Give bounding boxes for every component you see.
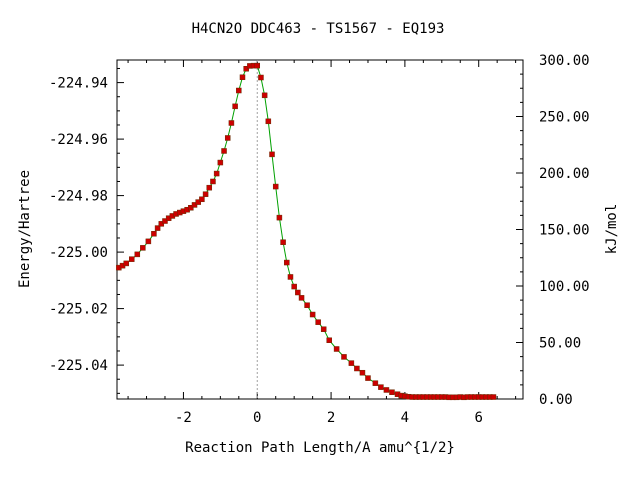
data-point	[158, 221, 165, 227]
y-tick-label: -225.04	[49, 358, 108, 374]
x-tick-label: 0	[253, 410, 261, 426]
plot-frame	[116, 59, 524, 400]
data-point	[490, 394, 497, 400]
data-point	[348, 360, 355, 366]
data-point	[320, 326, 327, 332]
data-point	[272, 183, 279, 190]
data-point	[123, 260, 129, 267]
data-point	[326, 337, 332, 343]
y-axis-label: Energy/Hartree	[17, 170, 33, 288]
data-point	[298, 295, 305, 301]
data-point	[129, 256, 135, 262]
data-point	[221, 148, 227, 154]
tick-labels: -2 0 2 4 6 -224.94 -224.96 -224.98 -225.00 -225.0…	[49, 53, 590, 426]
y-tick-label: -224.94	[49, 76, 108, 92]
data-point	[276, 214, 283, 221]
data-point	[265, 118, 272, 125]
data-point	[258, 74, 264, 81]
data-point	[206, 184, 213, 191]
data-point	[354, 365, 360, 372]
axis-ticks	[117, 59, 523, 400]
data-point	[284, 259, 290, 266]
data-point	[236, 87, 242, 94]
data-point	[287, 274, 294, 280]
data-point	[378, 384, 384, 390]
data-point	[341, 354, 347, 360]
data-point	[291, 283, 297, 290]
y-tick-label: -225.02	[49, 302, 108, 318]
data-point	[383, 387, 390, 393]
y-tick-label: -225.00	[49, 245, 108, 261]
data-point	[199, 196, 205, 203]
data-point	[269, 151, 275, 158]
data-point	[188, 204, 194, 211]
data-point	[315, 319, 321, 325]
data-point	[145, 238, 152, 245]
data-point	[162, 218, 168, 224]
y2-axis-label: kJ/mol	[604, 204, 620, 255]
data-point	[295, 289, 301, 296]
y2-tick-label: 0.00	[539, 392, 573, 408]
data-point	[154, 225, 161, 231]
data-point	[224, 135, 231, 141]
x-axis-label: Reaction Path Length/A amu^{1/2}	[185, 440, 455, 456]
data-point	[151, 230, 157, 237]
data-point	[280, 239, 286, 245]
energy-curve-line	[118, 65, 494, 398]
x-tick-label: 4	[401, 410, 409, 426]
data-point	[359, 369, 366, 376]
x-tick-label: 6	[474, 410, 482, 426]
data-point	[304, 302, 310, 308]
y2-tick-label: 200.00	[539, 166, 590, 182]
data-points	[116, 62, 497, 401]
x-tick-label: 2	[327, 410, 335, 426]
data-point	[365, 375, 371, 381]
data-point	[261, 92, 268, 99]
data-point	[228, 120, 235, 126]
data-point	[372, 380, 379, 386]
data-point	[243, 66, 249, 72]
chart-title: H4CN2O DDC463 - TS1567 - EQ193	[192, 21, 445, 37]
data-point	[134, 251, 141, 258]
y-tick-label: -224.98	[49, 189, 108, 205]
x-tick-label: -2	[175, 410, 192, 426]
y2-tick-label: 300.00	[539, 53, 590, 69]
data-point	[195, 199, 201, 205]
data-point	[202, 191, 209, 197]
y2-tick-label: 150.00	[539, 223, 590, 239]
data-point	[239, 74, 246, 80]
data-point	[254, 62, 261, 69]
data-point	[140, 245, 146, 251]
data-point	[333, 346, 340, 352]
data-point	[309, 311, 316, 318]
y2-tick-label: 50.00	[539, 336, 581, 352]
data-point	[389, 389, 395, 395]
data-point	[213, 170, 220, 177]
data-point	[217, 159, 224, 166]
data-point	[191, 202, 198, 208]
y-tick-label: -224.96	[49, 132, 108, 148]
data-point	[232, 103, 238, 110]
data-point	[210, 178, 216, 185]
y2-tick-label: 100.00	[539, 279, 590, 295]
y2-tick-label: 250.00	[539, 110, 590, 126]
